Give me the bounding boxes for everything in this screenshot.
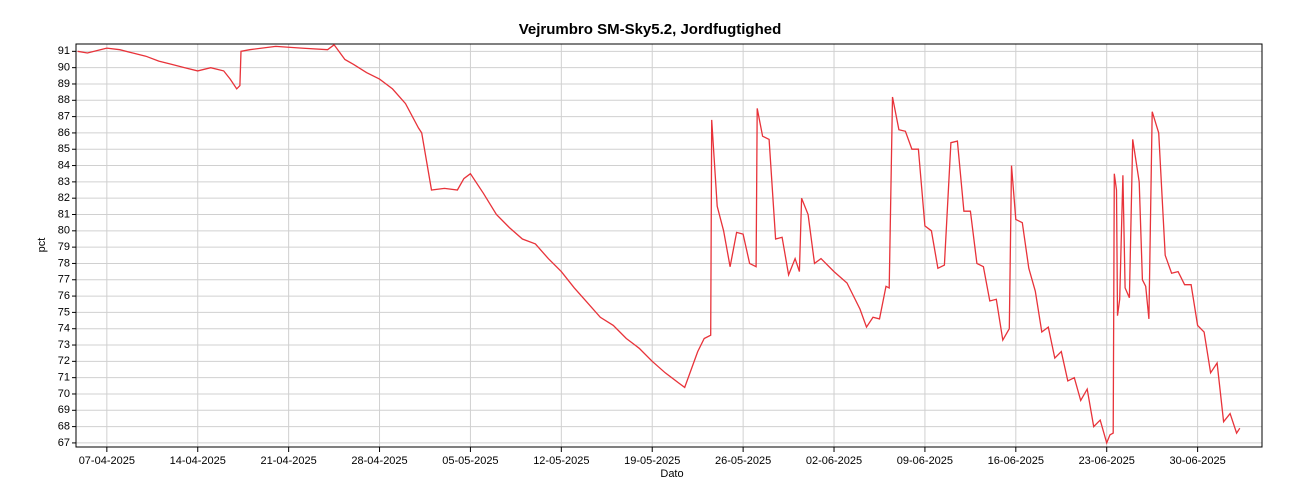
x-tick-label: 30-06-2025 — [1169, 455, 1225, 467]
y-tick-label: 70 — [58, 388, 70, 400]
x-tick-label: 16-06-2025 — [988, 455, 1044, 467]
y-tick-label: 89 — [58, 78, 70, 90]
x-tick-label: 05-05-2025 — [442, 455, 498, 467]
y-tick-label: 91 — [58, 45, 70, 57]
y-tick-label: 74 — [58, 323, 70, 335]
x-tick-label: 02-06-2025 — [806, 455, 862, 467]
y-tick-label: 72 — [58, 355, 70, 367]
y-tick-label: 80 — [58, 225, 70, 237]
y-tick-label: 71 — [58, 372, 70, 384]
y-axis-label: pct — [36, 238, 48, 253]
x-tick-label: 14-04-2025 — [170, 455, 226, 467]
y-tick-label: 82 — [58, 192, 70, 204]
y-tick-label: 69 — [58, 404, 70, 416]
y-tick-label: 78 — [58, 257, 70, 269]
x-axis-label: Dato — [660, 468, 683, 480]
data-line — [77, 43, 1241, 445]
x-tick-label: 23-06-2025 — [1079, 455, 1135, 467]
y-tick-label: 90 — [58, 62, 70, 74]
x-tick-label: 26-05-2025 — [715, 455, 771, 467]
y-tick-label: 68 — [58, 421, 70, 433]
x-tick-label: 19-05-2025 — [624, 455, 680, 467]
chart-title: Vejrumbro SM-Sky5.2, Jordfugtighed — [519, 21, 782, 38]
y-tick-label: 73 — [58, 339, 70, 351]
y-tick-label: 86 — [58, 127, 70, 139]
y-tick-label: 84 — [58, 159, 70, 171]
y-tick-label: 87 — [58, 111, 70, 123]
y-tick-label: 83 — [58, 176, 70, 188]
x-tick-label: 12-05-2025 — [533, 455, 589, 467]
y-tick-label: 88 — [58, 94, 70, 106]
y-tick-label: 76 — [58, 290, 70, 302]
y-tick-label: 67 — [58, 437, 70, 449]
x-tick-label: 07-04-2025 — [79, 455, 135, 467]
y-tick-label: 77 — [58, 274, 70, 286]
y-tick-label: 81 — [58, 208, 70, 220]
x-tick-label: 09-06-2025 — [897, 455, 953, 467]
y-tick-label: 75 — [58, 306, 70, 318]
plot-frame — [75, 43, 1263, 448]
x-tick-label: 28-04-2025 — [351, 455, 407, 467]
x-tick-label: 21-04-2025 — [260, 455, 316, 467]
y-tick-label: 85 — [58, 143, 70, 155]
y-tick-label: 79 — [58, 241, 70, 253]
